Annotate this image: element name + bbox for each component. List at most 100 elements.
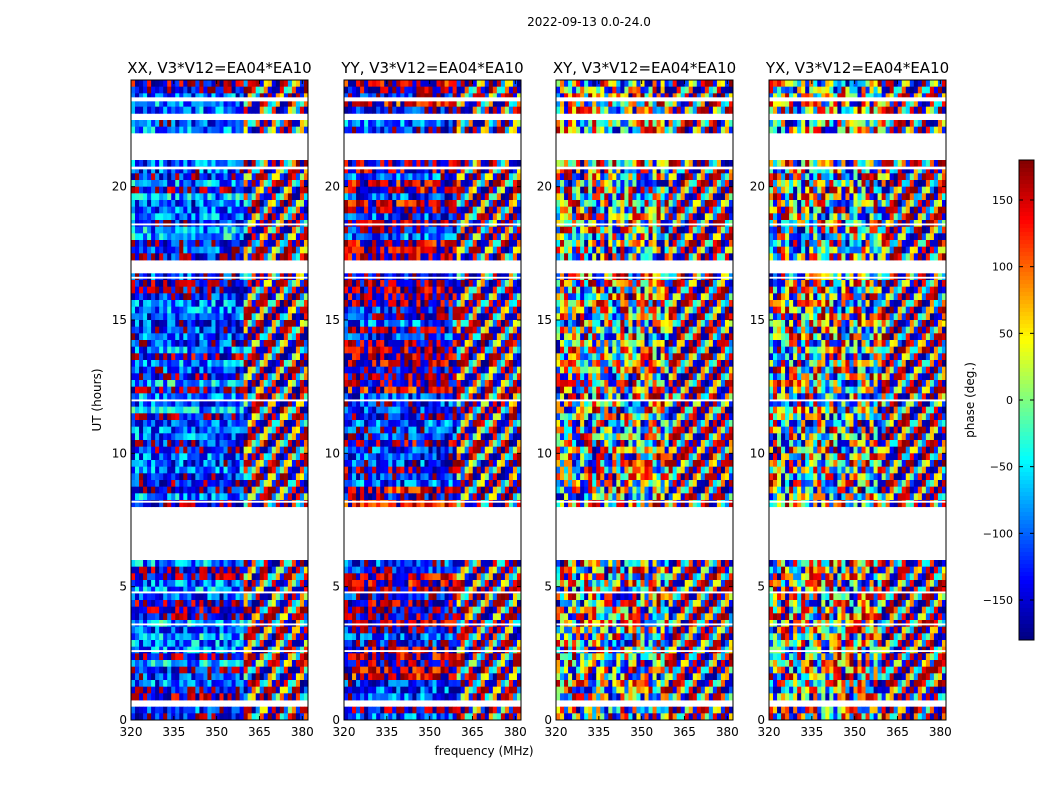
phase-cell: [424, 240, 429, 248]
phase-cell: [468, 80, 474, 88]
phase-cell: [143, 460, 148, 468]
phase-cell: [151, 173, 156, 181]
phase-cell: [199, 186, 204, 194]
phase-cell: [271, 606, 277, 614]
phase-cell: [227, 186, 232, 194]
phase-cell: [291, 660, 297, 668]
phase-cell: [183, 233, 188, 241]
phase-cell: [436, 93, 441, 101]
phase-cell: [139, 80, 144, 88]
phase-cell: [155, 413, 160, 421]
phase-cell: [179, 360, 184, 368]
phase-cell: [147, 380, 152, 388]
phase-cell: [247, 333, 253, 341]
phase-cell: [227, 680, 232, 688]
y-tick-label: 15: [112, 313, 127, 327]
phase-cell: [376, 293, 381, 301]
phase-cell: [480, 246, 486, 254]
phase-cell: [512, 106, 518, 114]
phase-cell: [504, 93, 510, 101]
phase-cell: [392, 160, 397, 168]
phase-cell: [279, 286, 285, 294]
phase-cell: [179, 586, 184, 594]
phase-cell: [199, 326, 204, 334]
phase-cell: [404, 180, 409, 188]
phase-cell: [191, 200, 196, 208]
phase-cell: [480, 253, 486, 261]
phase-cell: [424, 326, 429, 334]
phase-cell: [492, 293, 498, 301]
phase-cell: [135, 693, 140, 701]
phase-cell: [299, 673, 305, 681]
phase-cell: [131, 606, 136, 614]
phase-cell: [388, 320, 393, 328]
phase-cell: [155, 586, 160, 594]
phase-cell: [267, 493, 273, 501]
phase-cell: [247, 686, 253, 694]
phase-cell: [163, 580, 168, 588]
phase-cell: [348, 93, 353, 101]
phase-cell: [215, 693, 220, 701]
phase-cell: [211, 613, 216, 621]
phase-cell: [195, 560, 200, 568]
phase-cell: [163, 80, 168, 88]
phase-cell: [239, 653, 245, 661]
phase-cell: [215, 340, 220, 348]
phase-cell: [247, 420, 253, 428]
phase-cell: [235, 300, 241, 308]
phase-cell: [251, 580, 257, 588]
phase-cell: [299, 500, 305, 508]
phase-cell: [500, 226, 506, 234]
phase-cell: [243, 253, 249, 261]
phase-cell: [215, 446, 220, 454]
phase-cell: [247, 586, 253, 594]
phase-cell: [139, 353, 144, 361]
phase-cell: [187, 400, 192, 408]
phase-cell: [448, 86, 454, 94]
phase-cell: [504, 206, 510, 214]
phase-cell: [211, 473, 216, 481]
phase-cell: [263, 500, 269, 508]
phase-cell: [251, 426, 257, 434]
phase-cell: [255, 253, 261, 261]
phase-cell: [408, 313, 413, 321]
phase-cell: [151, 660, 156, 668]
phase-cell: [199, 373, 204, 381]
phase-cell: [167, 673, 172, 681]
phase-cell: [239, 333, 245, 341]
phase-cell: [211, 580, 216, 588]
phase-cell: [143, 373, 148, 381]
phase-cell: [215, 433, 220, 441]
phase-cell: [199, 713, 204, 721]
phase-cell: [139, 580, 144, 588]
phase-cell: [187, 246, 192, 254]
phase-cell: [440, 126, 445, 134]
phase-cell: [135, 600, 140, 608]
phase-cell: [195, 373, 200, 381]
phase-cell: [468, 246, 474, 254]
phase-cell: [295, 420, 301, 428]
phase-cell: [408, 280, 413, 288]
phase-cell: [211, 606, 216, 614]
phase-cell: [231, 480, 236, 488]
phase-cell: [135, 286, 140, 294]
phase-cell: [348, 233, 353, 241]
phase-cell: [231, 246, 236, 254]
phase-cell: [191, 326, 196, 334]
phase-cell: [488, 326, 494, 334]
phase-cell: [271, 580, 277, 588]
phase-cell: [508, 126, 514, 134]
phase-cell: [287, 333, 293, 341]
phase-cell: [424, 226, 429, 234]
phase-cell: [231, 573, 236, 581]
phase-cell: [155, 160, 160, 168]
phase-cell: [175, 126, 180, 134]
phase-cell: [183, 106, 188, 114]
phase-cell: [267, 640, 273, 648]
phase-cell: [239, 573, 245, 581]
phase-cell: [211, 626, 216, 634]
phase-cell: [187, 106, 192, 114]
phase-cell: [139, 660, 144, 668]
phase-cell: [267, 653, 273, 661]
phase-cell: [191, 653, 196, 661]
